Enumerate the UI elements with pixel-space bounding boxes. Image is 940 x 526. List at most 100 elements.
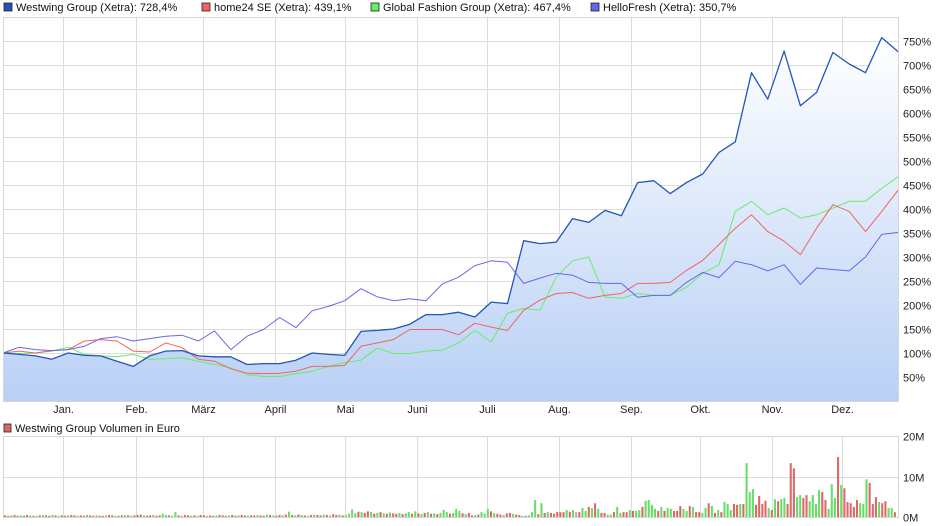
- volume-bar: [45, 515, 48, 517]
- y-tick-label: 400%: [903, 205, 931, 217]
- volume-bar: [603, 512, 606, 517]
- volume-bar: [619, 512, 622, 517]
- volume-bar: [672, 510, 676, 517]
- x-tick-label: Okt.: [690, 404, 710, 416]
- volume-bar: [742, 504, 745, 517]
- volume-bar: [650, 504, 653, 517]
- volume-bar: [246, 515, 250, 517]
- volume-bar: [477, 514, 480, 517]
- volume-bar: [613, 512, 616, 517]
- legend-item-home24[interactable]: home24 SE (Xetra): 439,1%: [201, 2, 352, 14]
- volume-bar: [707, 503, 710, 517]
- series-area-fill: [3, 37, 898, 401]
- volume-bar: [578, 512, 581, 517]
- volume-bar: [584, 510, 587, 517]
- volume-y-ticks: 0M 10M 20M: [903, 432, 924, 525]
- volume-bar: [335, 514, 338, 517]
- volume-bar: [515, 514, 518, 517]
- legend-item-westwing[interactable]: Westwing Group (Xetra): 728,4%: [3, 2, 177, 14]
- volume-bar: [92, 515, 95, 517]
- volume-bar: [303, 515, 306, 517]
- volume-bar: [884, 501, 887, 517]
- volume-bar: [322, 514, 325, 517]
- y-tick-label: 450%: [903, 181, 931, 193]
- volume-bar: [732, 504, 735, 517]
- volume-bar: [168, 515, 171, 517]
- volume-bar: [524, 515, 527, 517]
- volume-bar: [262, 515, 265, 517]
- volume-bar: [32, 515, 35, 517]
- volume-bar: [780, 499, 783, 517]
- x-tick-label: Nov.: [762, 404, 784, 416]
- volume-bar: [814, 504, 818, 517]
- volume-bar: [837, 457, 840, 517]
- volume-bar: [777, 501, 780, 517]
- volume-bar: [278, 514, 281, 517]
- volume-bar: [354, 513, 357, 517]
- volume-bar: [130, 515, 133, 517]
- volume-bar: [281, 515, 284, 517]
- volume-bar: [70, 514, 73, 517]
- y-tick-label: 150%: [903, 325, 931, 337]
- volume-bar: [123, 514, 126, 517]
- volume-bar: [199, 514, 202, 517]
- volume-bar: [10, 515, 13, 517]
- volume-bar: [82, 515, 85, 517]
- volume-bar: [887, 508, 890, 517]
- volume-bar: [51, 514, 54, 517]
- volume-legend-swatch: [3, 423, 12, 433]
- volume-bar: [104, 515, 108, 517]
- volume-bar: [174, 512, 177, 517]
- volume-bar: [19, 515, 22, 517]
- volume-bar: [666, 508, 669, 517]
- volume-bar: [351, 509, 354, 517]
- volume-bar: [13, 514, 16, 517]
- volume-bar: [120, 515, 123, 517]
- volume-bar: [161, 513, 164, 517]
- volume-bar: [770, 510, 773, 517]
- legend-item-hellofresh[interactable]: HelloFresh (Xetra): 350,7%: [590, 2, 737, 14]
- volume-bar: [297, 514, 300, 517]
- volume-bar: [808, 501, 811, 517]
- volume-bar: [660, 506, 663, 518]
- volume-bar: [452, 512, 455, 517]
- volume-bar: [392, 513, 395, 517]
- volume-bar: [761, 504, 764, 517]
- volume-bar: [698, 512, 701, 517]
- volume-bar: [79, 515, 82, 517]
- legend-swatch-hellofresh: [590, 2, 600, 12]
- volume-bar: [505, 513, 508, 517]
- volume-bar: [414, 511, 417, 517]
- volume-bar: [868, 482, 871, 517]
- legend-item-global-fashion-group[interactable]: Global Fashion Group (Xetra): 467,4%: [370, 2, 571, 14]
- volume-bar: [284, 514, 287, 517]
- series-lines: [2, 36, 899, 377]
- volume-bar: [726, 504, 729, 517]
- legend-label-home24: home24 SE (Xetra): 439,1%: [214, 2, 352, 14]
- volume-bar: [218, 514, 221, 517]
- volume-bar: [846, 502, 849, 517]
- volume-bar: [117, 515, 120, 517]
- volume-bar: [215, 515, 218, 517]
- volume-bar: [758, 495, 761, 517]
- volume-bar: [606, 514, 609, 517]
- volume-bar: [701, 512, 704, 517]
- volume-bar: [269, 514, 272, 517]
- volume-bar: [205, 515, 208, 517]
- volume-bar: [805, 495, 808, 517]
- volume-bar: [865, 479, 868, 517]
- volume-bar: [41, 514, 44, 517]
- volume-bar: [306, 515, 309, 517]
- volume-bar: [95, 515, 98, 517]
- volume-bar: [67, 515, 70, 517]
- volume-bar: [180, 515, 183, 517]
- volume-bar: [57, 515, 60, 517]
- volume-y-tick-label: 10M: [903, 473, 924, 485]
- volume-bar: [833, 497, 836, 517]
- volume-bar: [474, 514, 477, 517]
- volume-bar: [63, 515, 66, 517]
- volume-bar: [739, 504, 742, 517]
- volume-bar: [461, 513, 464, 517]
- volume-bar: [16, 515, 19, 517]
- volume-bar: [108, 514, 111, 517]
